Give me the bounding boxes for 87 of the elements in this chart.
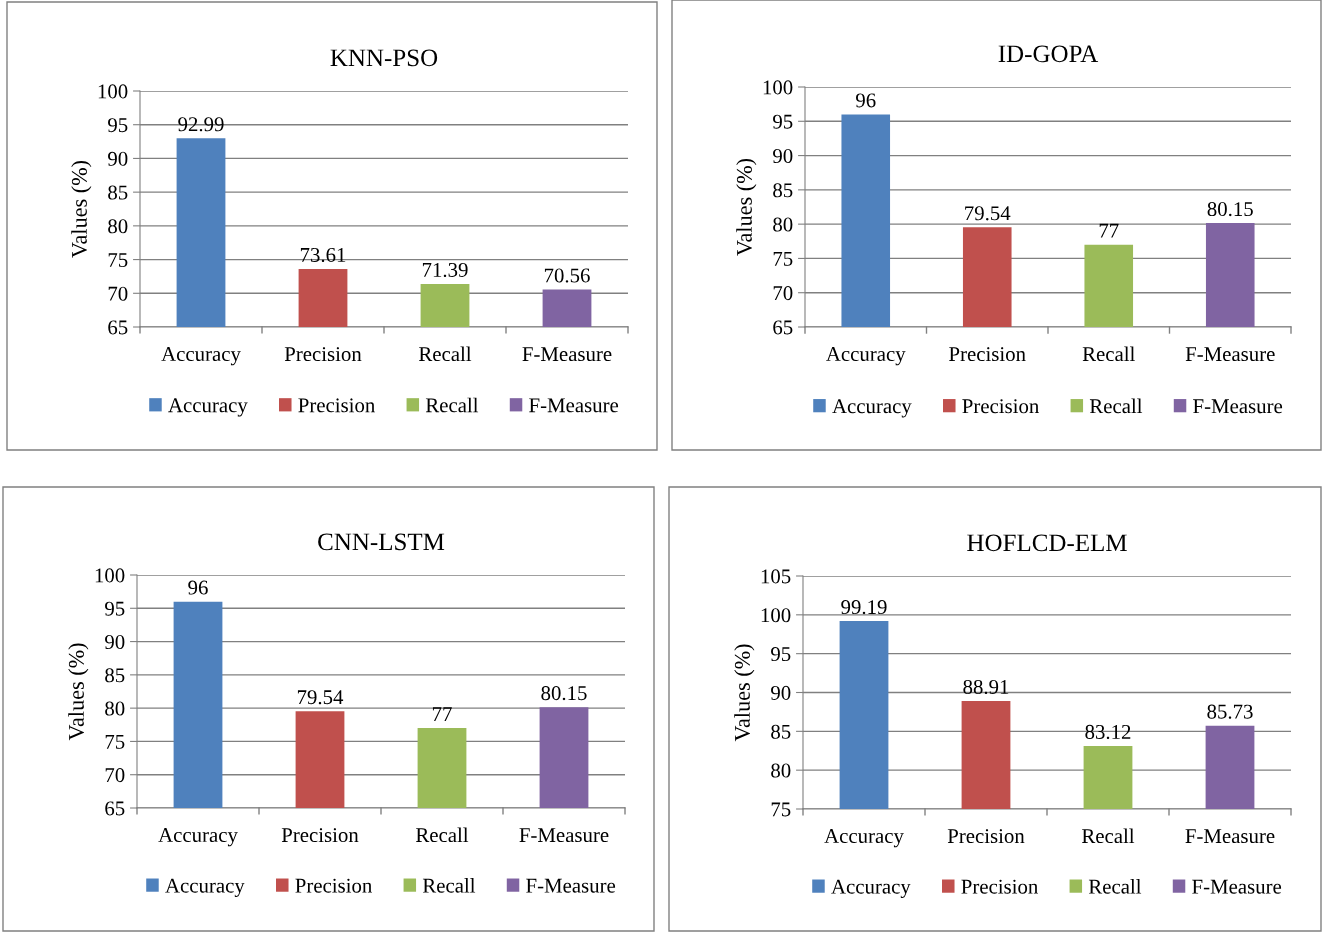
y-tick-label: 90	[771, 685, 791, 700]
chart-title: CNN-LSTM	[318, 533, 445, 551]
y-tick-label: 90	[773, 148, 793, 163]
legend-label: Precision	[298, 398, 375, 413]
y-tick-label: 85	[105, 668, 125, 683]
data-label: 71.39	[422, 262, 468, 277]
x-tick-label: Accuracy	[826, 347, 906, 366]
x-tick-label: Recall	[418, 346, 472, 362]
legend-label: Precision	[961, 879, 1038, 894]
chart-title: KNN-PSO	[330, 49, 438, 67]
y-tick-label: 75	[773, 252, 793, 266]
legend-label: Recall	[425, 397, 479, 413]
legend-label: F-Measure	[1192, 879, 1282, 894]
x-tick-label: F-Measure	[1185, 347, 1275, 362]
x-tick-label: F-Measure	[1185, 829, 1275, 844]
data-label: 79.54	[297, 690, 344, 705]
data-label: 83.12	[1085, 724, 1131, 740]
data-label: 70.56	[544, 268, 590, 283]
data-label: 80.15	[1207, 202, 1253, 217]
y-tick-label: 100	[95, 568, 125, 583]
x-tick-label: Precision	[284, 347, 362, 362]
y-tick-label: 65	[108, 320, 128, 335]
x-tick-label: F-Measure	[522, 347, 612, 362]
legend-label: Recall	[422, 878, 476, 893]
x-tick-label: Recall	[415, 827, 469, 843]
y-axis-title: Values (%)	[71, 160, 92, 258]
y-tick-label: 85	[108, 185, 128, 200]
y-tick-label: 90	[108, 151, 128, 166]
data-label: 96	[188, 580, 208, 595]
y-tick-label: 100	[98, 84, 128, 99]
chart-title: ID-GOPA	[998, 45, 1099, 63]
y-tick-label: 100	[763, 80, 793, 95]
y-tick-label: 70	[773, 286, 793, 301]
x-tick-label: Recall	[1081, 828, 1135, 844]
y-tick-label: 105	[761, 569, 791, 584]
y-tick-label: 90	[105, 634, 125, 649]
data-label: 77	[1099, 223, 1119, 238]
x-tick-label: F-Measure	[519, 828, 609, 843]
chart-title: HOFLCD-ELM	[967, 534, 1127, 552]
data-label: 80.15	[541, 686, 587, 701]
y-axis-title: Values (%)	[68, 643, 89, 741]
y-tick-label: 95	[108, 118, 128, 133]
y-tick-label: 75	[108, 253, 128, 267]
data-label: 73.61	[300, 247, 346, 263]
data-label: 79.54	[965, 206, 1011, 221]
data-label: 88.91	[963, 679, 1009, 695]
legend-label: Accuracy	[165, 878, 245, 897]
y-tick-label: 95	[773, 114, 793, 129]
data-label: 77	[432, 707, 452, 721]
legend-label: F-Measure	[529, 398, 619, 413]
x-tick-label: Precision	[949, 347, 1026, 362]
legend-label: F-Measure	[1193, 399, 1283, 414]
data-label: 96	[856, 93, 876, 108]
x-tick-label: Accuracy	[161, 347, 241, 366]
y-tick-label: 95	[771, 647, 791, 662]
data-label: 85.73	[1207, 704, 1253, 719]
y-axis-title: Values (%)	[734, 644, 755, 742]
y-tick-label: 65	[773, 320, 793, 335]
data-label: 99.19	[841, 600, 887, 615]
legend-label: Precision	[295, 878, 372, 893]
legend-label: Accuracy	[168, 398, 248, 417]
y-tick-label: 95	[105, 601, 125, 616]
y-tick-label: 75	[771, 802, 791, 817]
y-tick-label: 80	[773, 217, 793, 232]
x-tick-label: Accuracy	[158, 828, 238, 847]
x-tick-label: Recall	[1082, 346, 1135, 362]
y-tick-label: 70	[105, 768, 125, 783]
legend-label: Accuracy	[831, 879, 911, 898]
y-tick-label: 100	[761, 608, 791, 623]
y-tick-label: 80	[105, 701, 125, 716]
y-tick-label: 80	[108, 219, 128, 234]
y-tick-label: 70	[108, 286, 128, 301]
x-tick-label: Precision	[281, 828, 359, 843]
y-tick-label: 85	[771, 724, 791, 739]
legend-label: Recall	[1088, 879, 1142, 894]
y-tick-label: 80	[771, 763, 791, 778]
legend-label: Recall	[1089, 398, 1143, 414]
y-tick-label: 75	[105, 735, 125, 749]
y-axis-title: Values (%)	[736, 158, 757, 256]
y-tick-label: 85	[773, 183, 793, 198]
data-label: 92.99	[178, 117, 224, 132]
legend-label: Precision	[962, 399, 1039, 414]
legend-label: Accuracy	[832, 399, 912, 418]
legend-label: F-Measure	[526, 878, 616, 893]
x-tick-label: Precision	[947, 829, 1025, 844]
y-tick-label: 65	[105, 801, 125, 816]
x-tick-label: Accuracy	[824, 829, 904, 848]
